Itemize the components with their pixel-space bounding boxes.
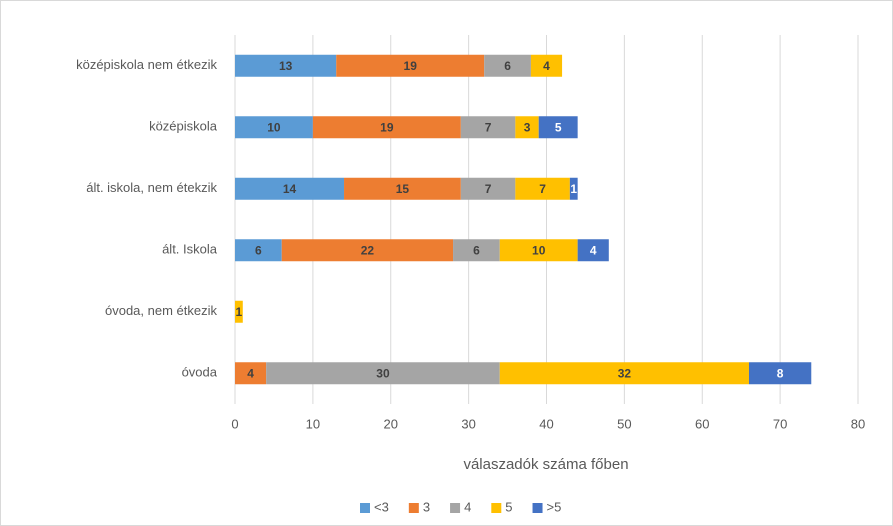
bar-segment — [499, 239, 578, 262]
y-tick-label: középiskola — [149, 119, 218, 134]
bar-segment — [515, 116, 539, 139]
y-tick-label: ált. Iskola — [162, 242, 218, 257]
data-label: 6 — [473, 243, 480, 257]
data-label: 1 — [570, 182, 577, 196]
bar-segment — [312, 116, 461, 139]
bar-segment — [281, 239, 454, 262]
data-label: 32 — [618, 366, 632, 380]
data-label: 4 — [247, 366, 254, 380]
x-tick-label: 10 — [306, 416, 320, 431]
x-tick-label: 40 — [539, 416, 553, 431]
legend-label: 3 — [423, 499, 430, 514]
y-tick-label: középiskola nem étkezik — [76, 57, 217, 72]
data-label: 19 — [380, 120, 394, 134]
bar-segment — [569, 177, 578, 200]
legend-swatch — [491, 503, 502, 513]
x-tick-label: 70 — [773, 416, 787, 431]
data-label: 3 — [524, 120, 531, 134]
y-tick-label: óvoda, nem étkezik — [105, 303, 218, 318]
legend-label: 5 — [505, 499, 512, 514]
y-tick-label: óvoda — [182, 365, 218, 380]
bar-segment — [266, 362, 500, 385]
data-label: 10 — [532, 243, 546, 257]
legend-swatch — [450, 503, 461, 513]
legend-swatch — [532, 503, 543, 513]
x-tick-label: 80 — [851, 416, 865, 431]
data-label: 10 — [267, 120, 281, 134]
data-label: 30 — [376, 366, 390, 380]
bar-segment — [453, 239, 500, 262]
bar-segment — [235, 239, 282, 262]
bar-segment — [748, 362, 812, 385]
data-label: 14 — [283, 182, 297, 196]
bar-segment — [336, 54, 485, 77]
bar-segment — [235, 177, 345, 200]
x-tick-label: 60 — [695, 416, 709, 431]
bar-segment — [235, 300, 243, 323]
legend-swatch — [408, 503, 419, 513]
data-label: 22 — [361, 243, 375, 257]
data-label: 1 — [236, 305, 243, 319]
data-label: 8 — [777, 366, 784, 380]
bar-segment — [235, 116, 313, 139]
bar-segment — [235, 54, 337, 77]
bar-segment — [530, 54, 563, 77]
data-label: 6 — [504, 59, 511, 73]
data-label: 15 — [396, 182, 410, 196]
data-label: 19 — [404, 59, 418, 73]
data-label: 4 — [543, 59, 550, 73]
data-label: 13 — [279, 59, 293, 73]
x-tick-label: 0 — [231, 416, 238, 431]
data-label: 6 — [255, 243, 262, 257]
bar-segment — [235, 362, 267, 385]
bar-segment — [577, 239, 609, 262]
data-label: 7 — [485, 182, 492, 196]
bar-segment — [499, 362, 749, 385]
bar-segment — [460, 177, 516, 200]
bar-segment — [484, 54, 531, 77]
legend-label: >5 — [547, 499, 562, 514]
data-label: 5 — [555, 120, 562, 134]
bar-segment — [538, 116, 578, 139]
x-tick-label: 20 — [384, 416, 398, 431]
legend-swatch — [360, 503, 370, 513]
bar-segment — [344, 177, 461, 200]
data-label: 4 — [590, 243, 597, 257]
x-axis-label: válaszadók száma főben — [463, 456, 628, 473]
bar-segment — [460, 116, 516, 139]
legend-label: <3 — [374, 499, 389, 514]
bar-segment — [515, 177, 570, 200]
x-tick-label: 30 — [461, 416, 475, 431]
x-tick-label: 50 — [617, 416, 631, 431]
data-label: 7 — [539, 182, 546, 196]
data-label: 7 — [485, 120, 492, 134]
legend-label: 4 — [464, 499, 471, 514]
y-tick-label: ált. iskola, nem étekzik — [86, 180, 217, 195]
